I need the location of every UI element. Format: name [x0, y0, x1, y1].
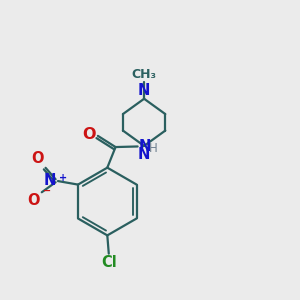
Text: O: O	[27, 194, 39, 208]
Text: N: N	[139, 139, 151, 154]
Text: H: H	[149, 142, 158, 155]
Text: N: N	[137, 82, 150, 98]
Text: −: −	[43, 186, 51, 196]
Text: N: N	[137, 147, 150, 162]
Text: O: O	[82, 127, 95, 142]
Text: Cl: Cl	[101, 255, 117, 270]
Text: +: +	[59, 172, 67, 182]
Text: N: N	[43, 173, 56, 188]
Text: O: O	[31, 151, 44, 166]
Text: CH₃: CH₃	[132, 68, 157, 80]
